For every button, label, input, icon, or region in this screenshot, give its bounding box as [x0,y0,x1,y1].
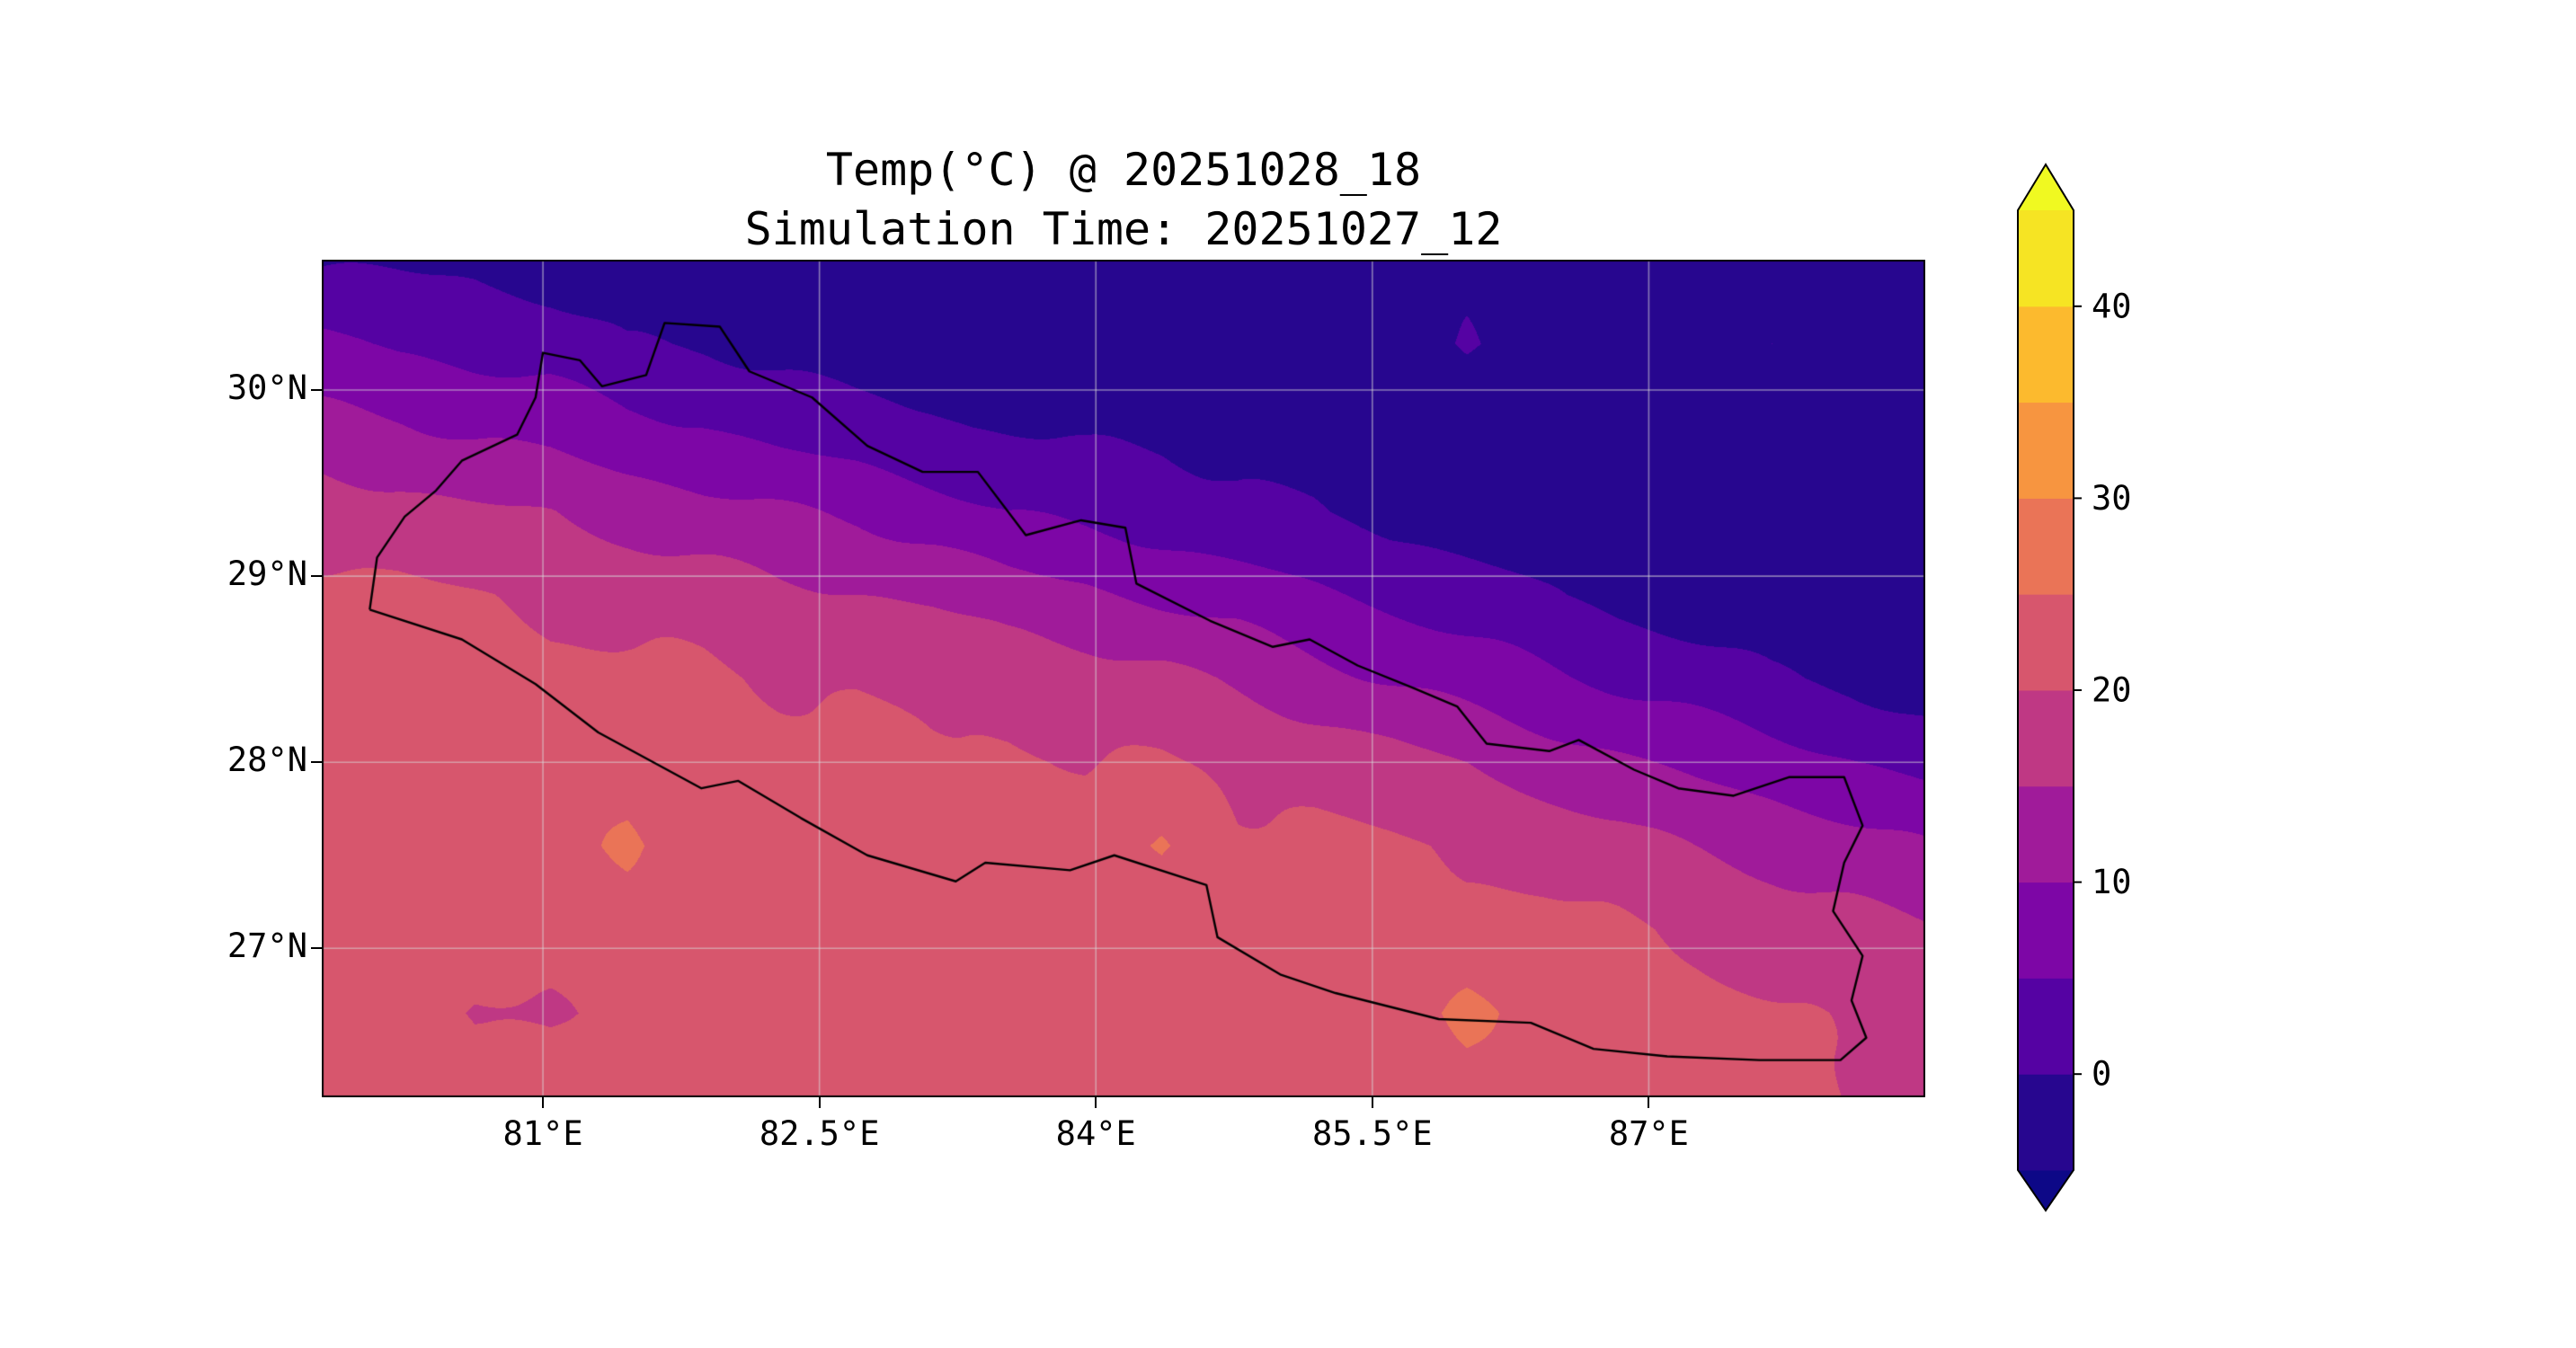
y-tick-label: 30°N [227,368,307,407]
colorbar-outline [2017,163,2074,1212]
x-tick-label: 85.5°E [1311,1114,1433,1153]
x-tick-label: 84°E [1055,1114,1136,1153]
y-tick-label: 29°N [227,554,307,594]
y-tick-mark [311,575,322,578]
plot-subtitle: Simulation Time: 20251027_12 [744,203,1503,255]
colorbar-tick-label: 20 [2092,671,2132,710]
y-tick-mark [311,947,322,950]
colorbar-band [2018,1074,2074,1171]
y-tick-mark [311,761,322,764]
colorbar-band [2018,978,2074,1075]
colorbar-band [2018,306,2074,404]
colorbar-over-arrow [2018,164,2074,210]
colorbar-band [2018,402,2074,499]
colorbar-band [2018,882,2074,979]
colorbar-tick-label: 0 [2092,1055,2111,1094]
x-tick-label: 87°E [1608,1114,1689,1153]
x-tick-mark [542,1097,545,1108]
colorbar-tick-label: 40 [2092,287,2132,325]
colorbar-band [2018,690,2074,787]
colorbar-band [2018,594,2074,691]
x-tick-mark [1648,1097,1650,1108]
y-tick-label: 27°N [227,927,307,966]
colorbar-tick-label: 10 [2092,863,2132,901]
colorbar: 0 10 20 30 40 [2004,157,2220,1231]
y-tick-mark [311,388,322,391]
x-tick-mark [1095,1097,1097,1108]
colorbar-tick-label: 30 [2092,479,2132,518]
colorbar-svg: 0 10 20 30 40 [2017,163,2132,1212]
x-tick-mark [1371,1097,1373,1108]
plot-title: Temp(°C) @ 20251028_18 [825,144,1422,196]
y-tick-label: 28°N [227,741,307,780]
colorbar-band [2018,785,2074,883]
x-tick-mark [818,1097,821,1108]
map-plot-area [322,260,1925,1097]
x-tick-label: 82.5°E [759,1114,880,1153]
colorbar-band [2018,210,2074,307]
x-tick-label: 81°E [502,1114,583,1153]
temperature-map-canvas [322,260,1925,1097]
colorbar-under-arrow [2018,1170,2074,1211]
colorbar-band [2018,498,2074,595]
